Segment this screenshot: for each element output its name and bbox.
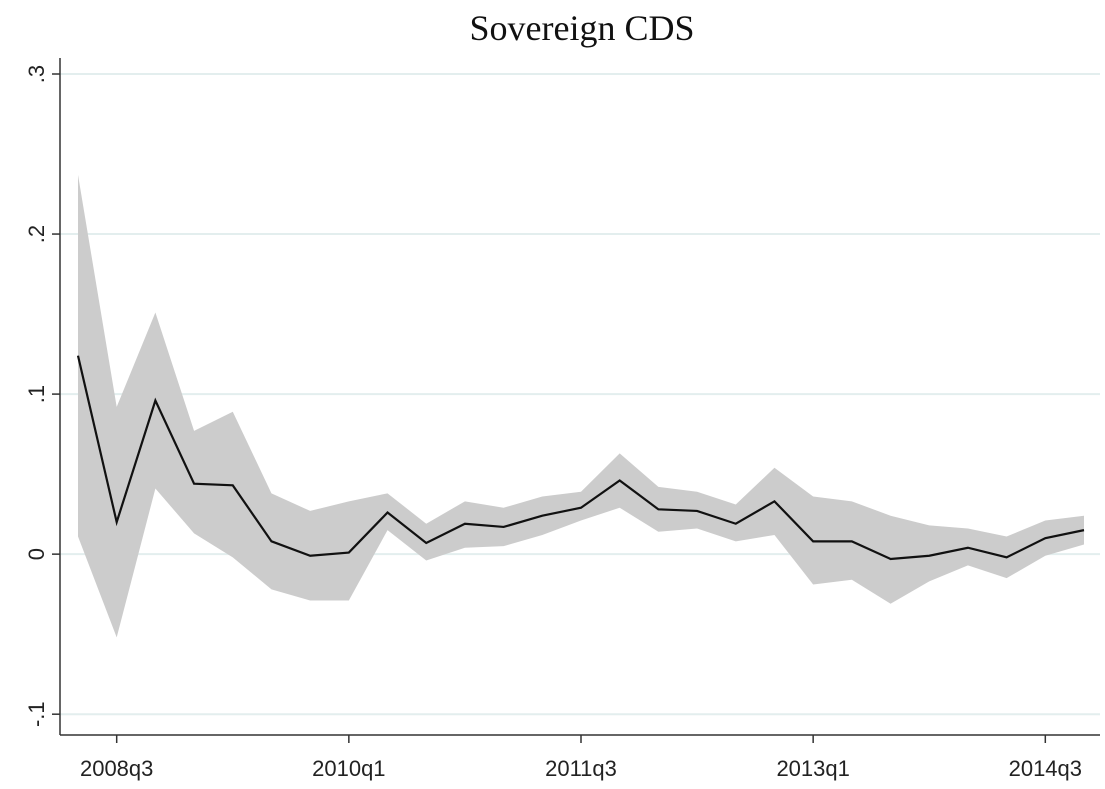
- x-tick-label: 2014q3: [1009, 756, 1082, 781]
- y-tick-label: .2: [24, 225, 49, 243]
- x-tick-label: 2010q1: [312, 756, 385, 781]
- chart-title: Sovereign CDS: [470, 8, 695, 48]
- y-tick-label: .3: [24, 65, 49, 83]
- line: [76, 355, 1085, 561]
- x-tick-label: 2008q3: [80, 756, 153, 781]
- y-tick-label: -.1: [24, 701, 49, 727]
- x-tick-label: 2011q3: [545, 756, 617, 781]
- confidence-band: [78, 174, 1084, 638]
- y-tick-label: 0: [24, 548, 49, 560]
- x-tick-label: 2013q1: [776, 756, 849, 781]
- y-tick-label: .1: [24, 385, 49, 403]
